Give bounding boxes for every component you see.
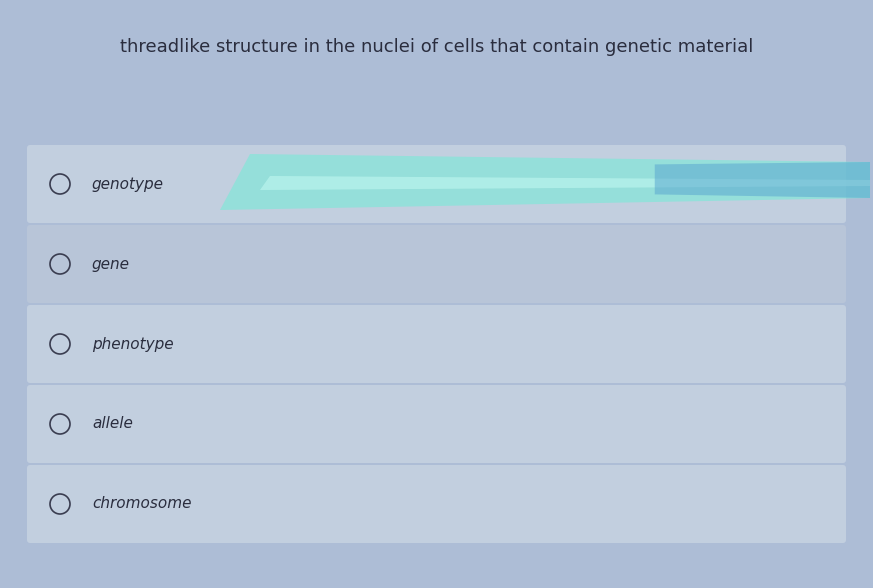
Text: genotype: genotype (92, 176, 164, 192)
Text: chromosome: chromosome (92, 496, 191, 512)
Text: phenotype: phenotype (92, 336, 174, 352)
FancyBboxPatch shape (27, 385, 846, 463)
Polygon shape (655, 162, 870, 198)
FancyBboxPatch shape (27, 305, 846, 383)
Polygon shape (220, 154, 870, 210)
Text: threadlike structure in the nuclei of cells that contain genetic material: threadlike structure in the nuclei of ce… (120, 38, 753, 56)
FancyBboxPatch shape (27, 145, 846, 223)
Text: allele: allele (92, 416, 133, 432)
FancyBboxPatch shape (27, 465, 846, 543)
Polygon shape (260, 176, 870, 190)
Text: gene: gene (92, 256, 130, 272)
FancyBboxPatch shape (27, 225, 846, 303)
